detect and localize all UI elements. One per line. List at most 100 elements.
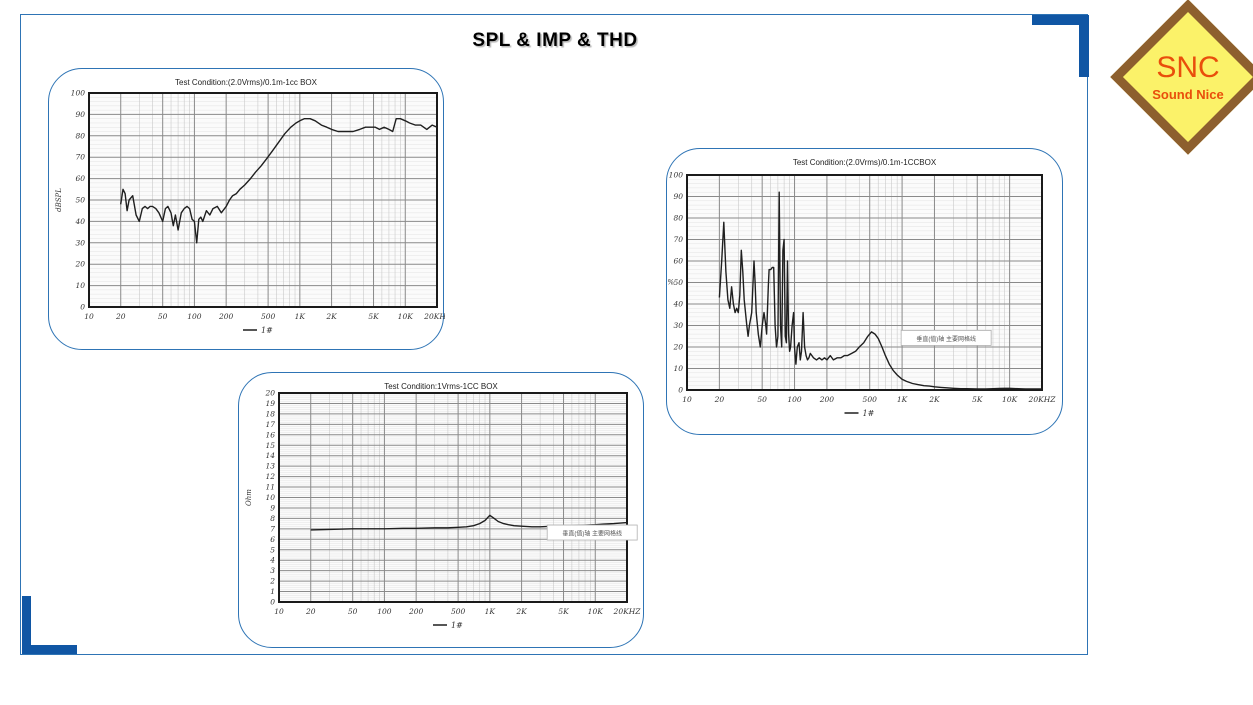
svg-text:10: 10 bbox=[673, 364, 683, 373]
svg-text:9: 9 bbox=[270, 503, 275, 512]
svg-text:90: 90 bbox=[673, 192, 683, 201]
svg-text:14: 14 bbox=[265, 451, 275, 460]
snc-logo: SNC Sound Nice bbox=[1110, 0, 1253, 155]
corner-mark-bottom-left-horizontal bbox=[22, 645, 77, 654]
svg-text:5: 5 bbox=[270, 545, 275, 554]
imp-y-axis-unit: Ohm bbox=[245, 489, 253, 506]
svg-text:100: 100 bbox=[787, 395, 802, 404]
thd-curve-1# bbox=[718, 191, 1042, 390]
svg-text:500: 500 bbox=[451, 607, 466, 616]
svg-text:1K: 1K bbox=[897, 395, 908, 404]
logo-subtext: Sound Nice bbox=[1152, 86, 1224, 102]
svg-text:30: 30 bbox=[75, 238, 85, 247]
svg-text:4: 4 bbox=[269, 556, 275, 565]
svg-text:90: 90 bbox=[75, 110, 85, 119]
svg-text:20: 20 bbox=[714, 395, 725, 404]
svg-text:20KHz: 20KHz bbox=[423, 312, 445, 321]
svg-text:50: 50 bbox=[75, 196, 85, 205]
svg-text:8: 8 bbox=[270, 514, 275, 523]
svg-text:0: 0 bbox=[270, 598, 275, 607]
svg-text:500: 500 bbox=[261, 312, 276, 321]
spl-chart-title: Test Condition:(2.0Vrms)/0.1m-1cc BOX bbox=[175, 78, 317, 87]
svg-text:16: 16 bbox=[265, 430, 275, 439]
svg-text:2K: 2K bbox=[928, 395, 940, 404]
svg-text:20: 20 bbox=[74, 260, 85, 269]
imp-legend-label: 1# bbox=[451, 621, 463, 630]
thd-chart-panel: Test Condition:(2.0Vrms)/0.1m-1CCBOX 0 10… bbox=[666, 148, 1063, 435]
svg-text:10K: 10K bbox=[1002, 395, 1018, 404]
svg-text:70: 70 bbox=[673, 235, 683, 244]
svg-text:5K: 5K bbox=[368, 312, 379, 321]
thd-gridline-tooltip: 垂直(值)轴 主要网格线 bbox=[900, 329, 992, 346]
svg-text:2K: 2K bbox=[325, 312, 337, 321]
thd-legend-label: 1# bbox=[863, 409, 875, 418]
svg-text:5K: 5K bbox=[972, 395, 983, 404]
svg-text:200: 200 bbox=[218, 312, 234, 321]
svg-text:100: 100 bbox=[187, 312, 202, 321]
svg-text:60: 60 bbox=[673, 257, 683, 266]
spl-y-axis-unit: dBSPL bbox=[55, 188, 63, 212]
spl-legend-label: 1# bbox=[261, 326, 273, 335]
svg-text:100: 100 bbox=[377, 607, 392, 616]
svg-text:50: 50 bbox=[158, 312, 168, 321]
svg-text:10: 10 bbox=[274, 607, 284, 616]
svg-text:3: 3 bbox=[270, 566, 275, 575]
svg-text:12: 12 bbox=[265, 472, 275, 481]
svg-text:19: 19 bbox=[265, 399, 275, 408]
svg-text:7: 7 bbox=[270, 524, 275, 533]
svg-text:6: 6 bbox=[270, 535, 275, 544]
svg-text:1K: 1K bbox=[485, 607, 496, 616]
svg-text:17: 17 bbox=[265, 420, 275, 429]
svg-text:20: 20 bbox=[264, 389, 275, 398]
thd-y-axis-unit: % bbox=[667, 279, 674, 287]
svg-text:10K: 10K bbox=[588, 607, 604, 616]
svg-text:20: 20 bbox=[672, 343, 683, 352]
logo-text: SNC bbox=[1156, 50, 1220, 84]
svg-text:30: 30 bbox=[673, 321, 683, 330]
svg-text:15: 15 bbox=[265, 441, 275, 450]
svg-text:0: 0 bbox=[80, 303, 85, 312]
svg-text:500: 500 bbox=[863, 395, 878, 404]
svg-text:10: 10 bbox=[265, 493, 275, 502]
svg-text:13: 13 bbox=[265, 462, 275, 471]
imp-gridline-tooltip: 垂直(值)轴 主要网格线 bbox=[546, 524, 638, 541]
svg-text:0: 0 bbox=[678, 386, 683, 395]
svg-text:100: 100 bbox=[669, 171, 684, 180]
svg-text:20KHZ: 20KHZ bbox=[613, 607, 642, 616]
svg-text:20: 20 bbox=[305, 607, 316, 616]
svg-text:10: 10 bbox=[84, 312, 94, 321]
svg-text:40: 40 bbox=[74, 217, 85, 226]
spl-curve-1# bbox=[120, 118, 438, 244]
svg-text:10K: 10K bbox=[398, 312, 414, 321]
svg-text:18: 18 bbox=[265, 409, 275, 418]
corner-mark-top-right-vertical bbox=[1079, 15, 1089, 77]
svg-text:80: 80 bbox=[75, 131, 85, 140]
corner-mark-bottom-left-vertical bbox=[22, 596, 31, 654]
impedance-chart-title: Test Condition:1Vrms-1CC BOX bbox=[384, 382, 498, 391]
svg-text:1: 1 bbox=[270, 587, 275, 596]
svg-text:11: 11 bbox=[265, 483, 275, 492]
svg-text:2K: 2K bbox=[515, 607, 527, 616]
svg-text:10: 10 bbox=[75, 281, 85, 290]
svg-text:200: 200 bbox=[408, 607, 424, 616]
svg-text:100: 100 bbox=[71, 89, 86, 98]
svg-text:垂直(值)轴 主要网格线: 垂直(值)轴 主要网格线 bbox=[562, 530, 622, 538]
svg-text:垂直(值)轴 主要网格线: 垂直(值)轴 主要网格线 bbox=[916, 335, 976, 343]
svg-text:50: 50 bbox=[348, 607, 358, 616]
svg-text:20KHZ: 20KHZ bbox=[1028, 395, 1057, 404]
snc-logo-inner: SNC Sound Nice bbox=[1142, 31, 1234, 123]
svg-text:60: 60 bbox=[75, 174, 85, 183]
svg-text:70: 70 bbox=[75, 153, 85, 162]
page-border bbox=[20, 14, 1088, 655]
svg-text:2: 2 bbox=[269, 577, 275, 586]
svg-text:40: 40 bbox=[672, 300, 683, 309]
svg-text:80: 80 bbox=[673, 214, 683, 223]
svg-text:5K: 5K bbox=[558, 607, 569, 616]
page-title: SPL & IMP & THD bbox=[472, 30, 638, 51]
corner-mark-top-right-horizontal bbox=[1032, 15, 1089, 25]
thd-chart-title: Test Condition:(2.0Vrms)/0.1m-1CCBOX bbox=[792, 158, 937, 167]
